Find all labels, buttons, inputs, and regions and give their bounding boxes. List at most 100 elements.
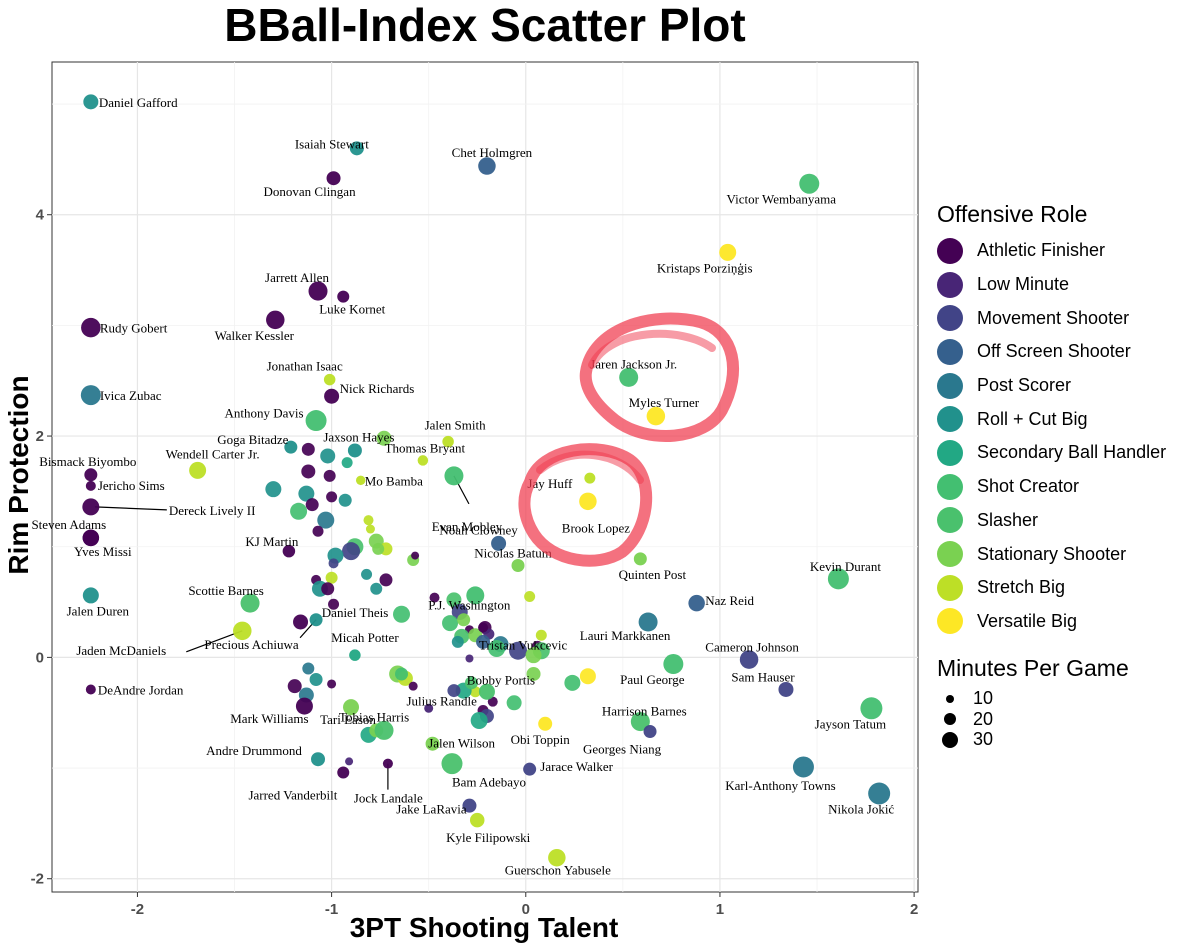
player-point	[341, 457, 353, 469]
player-point	[349, 141, 364, 156]
size-legend-entry: 20	[937, 709, 1197, 730]
legend-entry: Versatile Big	[937, 605, 1197, 639]
point-label: Kevin Durant	[810, 559, 882, 574]
player-point	[83, 94, 99, 110]
player-point	[321, 582, 335, 596]
player-point	[523, 762, 537, 776]
player-point	[82, 587, 99, 604]
size-legend-entry: 30	[937, 729, 1197, 750]
player-point	[417, 455, 429, 466]
player-point	[266, 310, 285, 330]
player-point	[619, 367, 639, 387]
player-point	[393, 605, 411, 623]
legend-label: Post Scorer	[977, 375, 1072, 396]
player-point	[411, 551, 420, 560]
point-label: Brook Lopez	[562, 520, 630, 535]
point-label: Isaiah Stewart	[295, 136, 369, 151]
legend-swatch	[937, 541, 963, 568]
callout-line	[186, 630, 243, 653]
point-label: Daniel Theis	[322, 605, 389, 620]
size-legend-items: 10 20 30	[937, 688, 1197, 750]
color-legend-title: Offensive Role	[937, 201, 1088, 227]
legend-entry: Slasher	[937, 504, 1197, 538]
point-label: Luke Kornet	[319, 302, 385, 317]
player-point	[447, 684, 461, 698]
size-legend-title: Minutes Per Game	[937, 655, 1129, 682]
point-label: Sam Hauser	[731, 669, 795, 684]
legend-label: Stretch Big	[977, 577, 1066, 598]
legend-swatch	[937, 574, 963, 601]
player-point	[425, 736, 440, 751]
point-label: Jayson Tatum	[815, 716, 886, 731]
player-point	[638, 612, 658, 632]
player-point	[526, 666, 541, 681]
point-label: Noah Clowney	[439, 522, 518, 537]
player-point	[337, 766, 350, 779]
player-point	[469, 812, 485, 828]
data-points	[80, 94, 891, 867]
player-point	[491, 535, 507, 551]
player-point	[429, 592, 440, 603]
point-label: Andre Drummond	[206, 743, 302, 758]
point-label: Micah Potter	[331, 630, 399, 645]
player-point	[343, 699, 360, 716]
size-legend-label: 30	[973, 729, 994, 749]
point-label: Scottie Barnes	[188, 583, 263, 598]
point-label: Bismack Biyombo	[39, 454, 136, 469]
player-point	[305, 410, 327, 432]
color-legend-items: Athletic Finisher Low Minute Movement Shoo…	[937, 234, 1197, 638]
player-point	[189, 461, 207, 479]
player-point	[444, 466, 464, 486]
point-label: Jarace Walker	[540, 759, 613, 774]
point-label: Nikola Jokić	[828, 802, 894, 817]
player-point	[799, 173, 820, 194]
player-point	[284, 440, 298, 454]
size-legend-dot	[942, 731, 958, 748]
chart-title: BBall-Index Scatter Plot	[224, 0, 746, 51]
y-axis-title: Rim Protection	[3, 375, 34, 574]
player-point	[349, 649, 361, 661]
x-tick-label: 2	[910, 901, 918, 918]
legend-entry: Stretch Big	[937, 571, 1197, 605]
point-label: Thomas Bryant	[385, 440, 466, 455]
point-label: Precious Achiuwa	[204, 637, 298, 652]
point-label: DeAndre Jordan	[98, 682, 184, 697]
player-point	[312, 525, 324, 537]
player-point	[301, 442, 315, 456]
player-point	[408, 681, 418, 691]
player-point	[374, 720, 394, 740]
point-label: Lauri Markkanen	[580, 628, 671, 643]
player-point	[465, 654, 474, 663]
point-label: Cameron Johnson	[705, 640, 799, 655]
player-point	[326, 171, 341, 186]
player-point	[739, 650, 759, 669]
player-point	[792, 756, 814, 778]
x-tick-label: -1	[325, 901, 338, 918]
legend-swatch	[937, 507, 963, 534]
player-point	[466, 586, 485, 605]
point-label: Chet Holmgren	[452, 145, 533, 160]
point-label: Harrison Barnes	[602, 704, 687, 719]
point-label: Tobias Harris	[339, 709, 409, 724]
size-legend-dot	[946, 694, 954, 703]
point-label: Georges Niang	[583, 742, 662, 757]
player-point	[535, 629, 547, 641]
legend-swatch	[937, 608, 963, 635]
player-point	[338, 493, 352, 507]
point-label: Jaren Jackson Jr.	[590, 356, 677, 371]
player-point	[548, 848, 566, 867]
legend-swatch	[937, 473, 963, 500]
size-legend-label: 10	[973, 688, 994, 708]
player-point	[579, 668, 596, 685]
red-highlight-circles	[518, 312, 740, 567]
x-axis-title: 3PT Shooting Talent	[350, 912, 619, 943]
legend-label: Slasher	[977, 509, 1039, 530]
player-point	[298, 485, 315, 502]
point-label: Tristan Vukcevic	[479, 638, 568, 653]
player-point	[524, 591, 536, 603]
player-point	[323, 373, 336, 386]
legend-label: Off Screen Shooter	[977, 341, 1131, 362]
player-point	[363, 515, 374, 526]
grid-lines	[52, 62, 918, 892]
